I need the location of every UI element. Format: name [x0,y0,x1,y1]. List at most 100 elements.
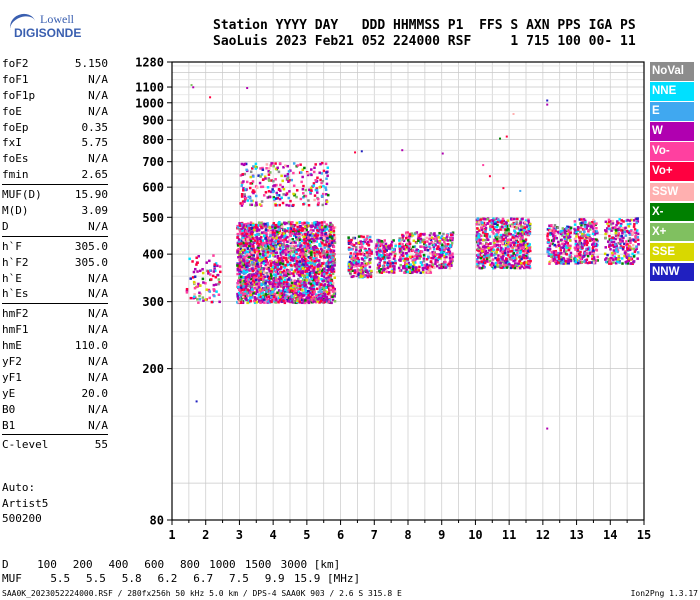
data-point [392,257,396,261]
data-point [449,258,452,262]
data-point [528,226,532,230]
data-point [276,196,279,200]
data-point [333,236,337,240]
data-point [308,233,312,237]
data-point [300,298,303,302]
data-point [356,253,359,256]
data-point [241,200,245,203]
data-point [257,284,261,287]
data-point [274,177,277,181]
data-point [292,230,295,234]
data-point [370,251,373,254]
data-point [451,238,454,242]
param-label: hmE [2,339,22,353]
data-point [522,228,526,232]
data-point [324,236,328,239]
data-point [296,234,299,238]
data-point [518,260,522,263]
data-point [523,221,527,224]
data-point [419,261,423,264]
data-point [328,234,332,237]
data-point [201,271,205,275]
param-value: N/A [88,219,108,233]
data-point [285,229,289,233]
data-point [506,233,509,236]
data-point [388,244,391,248]
data-point [325,295,329,299]
data-point [303,221,306,225]
data-point [490,225,493,228]
data-point [274,263,277,266]
data-point [279,251,282,254]
data-point [307,255,311,259]
data-point [254,292,258,295]
data-point [258,299,261,302]
param-value: N/A [88,323,108,337]
data-point [263,287,267,291]
data-point [450,237,453,240]
data-point [274,274,278,277]
data-point [405,265,409,268]
data-point [439,236,442,240]
data-point [426,266,430,269]
data-point [529,259,532,263]
data-point [513,256,516,260]
data-point [528,243,531,246]
data-point [330,262,334,266]
data-point [327,237,331,241]
data-point [515,232,519,236]
data-point [262,293,266,296]
data-point [250,182,254,185]
data-point [285,245,289,248]
data-point [499,228,502,231]
data-point [554,250,558,253]
data-point [237,240,241,243]
data-point [477,236,481,239]
data-point [548,252,551,256]
data-point [201,296,205,299]
data-point [318,224,321,227]
data-point [276,254,280,258]
data-point [297,232,300,235]
data-point [504,243,507,247]
data-point [333,264,336,267]
data-point [355,262,358,265]
data-point [547,238,550,242]
data-point [324,274,328,278]
data-point [323,300,326,304]
data-point [444,238,447,241]
data-point [256,256,260,260]
data-point [485,242,488,246]
data-point [315,257,318,261]
data-point [284,271,287,275]
data-point [565,253,568,256]
data-point [506,253,510,257]
data-point [264,177,267,180]
data-point [306,230,310,234]
data-point [307,293,310,297]
data-point [434,239,437,243]
data-point [277,236,280,240]
data-point [480,260,483,264]
data-point [325,171,328,174]
data-point [254,278,258,282]
data-point [377,251,380,255]
data-point [255,281,258,284]
data-point [301,175,304,179]
data-point [320,228,324,231]
data-point [402,265,405,268]
data-point [310,271,314,275]
data-point [207,270,210,273]
data-point [322,286,325,289]
data-point [515,226,518,229]
data-point [209,273,212,276]
data-point [492,253,496,257]
data-point [567,258,571,262]
data-point [370,269,373,273]
data-point [202,299,205,302]
data-point [443,248,446,252]
data-point [243,172,246,176]
data-point [310,284,314,287]
data-point [262,280,265,284]
data-point [480,226,483,229]
